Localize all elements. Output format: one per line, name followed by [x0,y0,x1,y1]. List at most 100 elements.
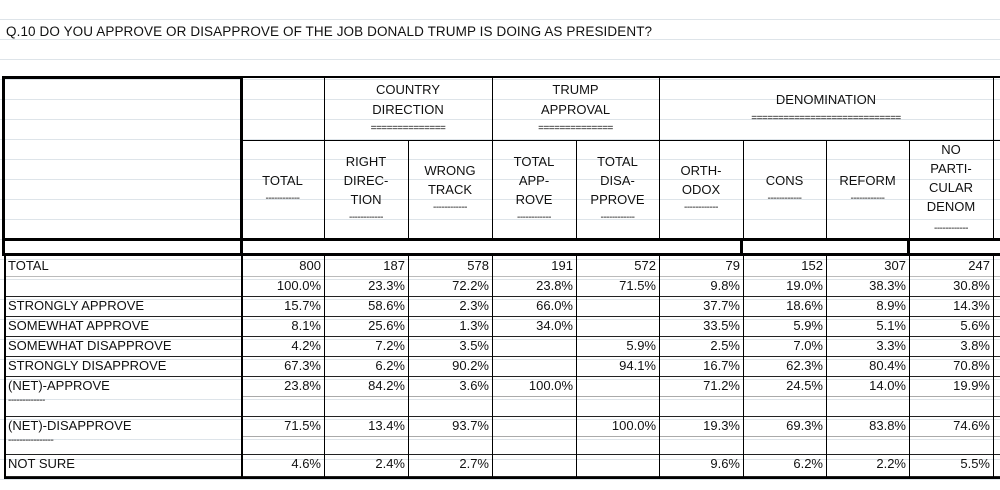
table-cell: 247 [968,258,990,273]
row-label: TOTAL [8,258,49,273]
table-cell: 9.6% [710,456,740,471]
table-cell: 71.2% [703,378,740,393]
row-divider [4,476,1000,477]
row-divider [4,316,1000,317]
table-cell: 23.8% [536,278,573,293]
column-header: PARTI- [930,161,972,176]
table-cell: 800 [299,258,321,273]
table-cell: 3.5% [459,338,489,353]
table-cell: 7.2% [375,338,405,353]
table-cell: 37.7% [703,298,740,313]
table-cell: 93.7% [452,418,489,433]
column-header: DENOM [926,199,976,214]
body-col-divider [743,256,744,477]
table-cell: 80.4% [869,358,906,373]
row-label: SOMEWHAT APPROVE [8,318,150,333]
column-header: TION [350,191,382,207]
table-cell: 100.0% [611,418,656,433]
header-col-divider [743,140,744,238]
header-col-divider [492,77,493,238]
table-cell: 70.8% [953,358,990,373]
table-cell: 8.1% [291,318,321,333]
group-separator: ============== [370,123,446,134]
table-cell: 191 [551,258,573,273]
table-cell: 1.3% [459,318,489,333]
column-header: RIGHT [345,153,387,169]
table-cell: 33.5% [703,318,740,333]
table-cell: 2.2% [876,456,906,471]
column-header: PPROVE [590,191,645,207]
table-cell: 58.6% [368,298,405,313]
row-divider [243,436,1000,437]
header-border [240,76,243,256]
header-col-divider [993,77,994,238]
row-divider [4,376,1000,377]
row-label: STRONGLY APPROVE [8,298,145,313]
body-col-divider [4,256,6,477]
body-col-divider [492,256,493,477]
table-cell: 30.8% [953,278,990,293]
table-cell: 578 [467,258,489,273]
table-cell: 62.3% [786,358,823,373]
table-cell: 6.2% [793,456,823,471]
table-cell: 152 [801,258,823,273]
row-divider [4,336,1000,337]
table-cell: 90.2% [452,358,489,373]
column-header: TOTAL [262,172,303,188]
row-divider [243,396,1000,397]
row-divider [4,416,1000,417]
column-header-separator: ------------ [934,223,968,234]
table-cell: 14.3% [953,298,990,313]
table-cell: 307 [884,258,906,273]
table-cell: 19.3% [703,418,740,433]
table-cell: 24.5% [786,378,823,393]
header-border [2,253,1000,256]
column-header-separator: ------------ [349,211,383,223]
row-label-separator: ---------------- [8,435,54,446]
body-col-divider [324,256,325,477]
header-col-divider [826,140,827,238]
table-cell: 72.2% [452,278,489,293]
table-cell: 5.6% [960,318,990,333]
group-label: COUNTRY [375,82,441,97]
body-col-divider [909,256,910,477]
column-header-separator: ------------ [517,211,551,223]
group-label: APPROVAL [540,102,611,117]
column-header-separator: ------------ [684,202,718,213]
group-label: TRUMP [552,82,599,97]
column-header: NO [941,142,961,157]
table-cell: 94.1% [619,358,656,373]
table-cell: 5.1% [876,318,906,333]
table-cell: 19.0% [786,278,823,293]
table-cell: 187 [383,258,405,273]
table-cell: 69.3% [786,418,823,433]
table-cell: 79 [725,258,740,273]
body-col-divider [826,256,827,477]
group-separator: ============== [538,123,613,134]
row-divider [4,454,1000,455]
question-title: Q.10 DO YOU APPROVE OR DISAPPROVE OF THE… [6,24,653,39]
row-divider [4,356,1000,357]
group-label: DIRECTION [372,102,444,117]
table-cell: 8.9% [876,298,906,313]
group-label: DENOMINATION [775,92,877,107]
table-cell: 71.5% [619,278,656,293]
body-col-divider [241,256,243,477]
table-cell: 25.6% [368,318,405,333]
header-border [2,76,5,256]
table-cell: 7.0% [793,338,823,353]
column-header: TRACK [427,182,473,197]
table-cell: 66.0% [536,298,573,313]
header-border [2,76,242,79]
table-cell: 14.0% [869,378,906,393]
table-cell: 2.4% [375,456,405,471]
column-header: WRONG [424,163,476,178]
table-cell: 84.2% [368,378,405,393]
header-col-divider [576,140,577,238]
row-label: NOT SURE [8,456,75,471]
table-cell: 74.6% [953,418,990,433]
table-cell: 2.5% [710,338,740,353]
column-header: TOTAL [513,153,555,169]
column-header: APP- [518,172,550,188]
column-header: ROVE [515,191,553,207]
